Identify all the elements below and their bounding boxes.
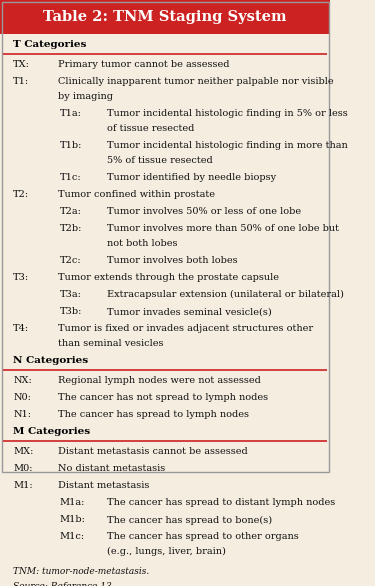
Text: TX:: TX: — [13, 60, 30, 69]
Text: Distant metastasis cannot be assessed: Distant metastasis cannot be assessed — [58, 447, 248, 456]
Text: T Categories: T Categories — [13, 40, 87, 49]
Text: Clinically inapparent tumor neither palpable nor visible: Clinically inapparent tumor neither palp… — [58, 77, 333, 86]
Text: The cancer has spread to bone(s): The cancer has spread to bone(s) — [107, 515, 273, 524]
Text: T1a:: T1a: — [60, 109, 81, 118]
Text: Primary tumor cannot be assessed: Primary tumor cannot be assessed — [58, 60, 230, 69]
Text: M1a:: M1a: — [60, 498, 85, 507]
Text: The cancer has spread to other organs: The cancer has spread to other organs — [107, 533, 299, 541]
Text: The cancer has spread to lymph nodes: The cancer has spread to lymph nodes — [58, 410, 249, 419]
Text: T1c:: T1c: — [60, 173, 81, 182]
Text: T3a:: T3a: — [60, 290, 81, 299]
Text: MX:: MX: — [13, 447, 34, 456]
Text: N1:: N1: — [13, 410, 31, 419]
Text: T3:: T3: — [13, 273, 29, 282]
Text: Tumor confined within prostate: Tumor confined within prostate — [58, 190, 215, 199]
Text: Tumor incidental histologic finding in more than: Tumor incidental histologic finding in m… — [107, 141, 348, 150]
Text: M1c:: M1c: — [60, 533, 85, 541]
Text: The cancer has spread to distant lymph nodes: The cancer has spread to distant lymph n… — [107, 498, 336, 507]
Text: T2c:: T2c: — [60, 256, 81, 265]
FancyBboxPatch shape — [0, 0, 330, 34]
Text: Tumor invades seminal vesicle(s): Tumor invades seminal vesicle(s) — [107, 307, 272, 316]
Text: N0:: N0: — [13, 393, 31, 402]
Text: The cancer has not spread to lymph nodes: The cancer has not spread to lymph nodes — [58, 393, 268, 402]
Text: by imaging: by imaging — [58, 92, 113, 101]
Text: T2a:: T2a: — [60, 207, 81, 216]
Text: Extracapsular extension (unilateral or bilateral): Extracapsular extension (unilateral or b… — [107, 290, 344, 299]
Text: T2b:: T2b: — [60, 224, 82, 233]
Text: of tissue resected: of tissue resected — [107, 124, 195, 133]
Text: T3b:: T3b: — [60, 307, 82, 316]
Text: T2:: T2: — [13, 190, 29, 199]
Text: not both lobes: not both lobes — [107, 239, 178, 248]
Text: Distant metastasis: Distant metastasis — [58, 481, 149, 490]
Text: T1b:: T1b: — [60, 141, 82, 150]
Text: than seminal vesicles: than seminal vesicles — [58, 339, 164, 348]
Text: M0:: M0: — [13, 464, 33, 473]
Text: N Categories: N Categories — [13, 356, 88, 365]
Text: 5% of tissue resected: 5% of tissue resected — [107, 156, 213, 165]
Text: Table 2: TNM Staging System: Table 2: TNM Staging System — [44, 10, 287, 24]
Text: T1:: T1: — [13, 77, 29, 86]
Text: M1b:: M1b: — [60, 515, 86, 524]
Text: Tumor involves 50% or less of one lobe: Tumor involves 50% or less of one lobe — [107, 207, 302, 216]
Text: Tumor incidental histologic finding in 5% or less: Tumor incidental histologic finding in 5… — [107, 109, 348, 118]
Text: (e.g., lungs, liver, brain): (e.g., lungs, liver, brain) — [107, 547, 226, 556]
Text: NX:: NX: — [13, 376, 32, 385]
Text: Tumor extends through the prostate capsule: Tumor extends through the prostate capsu… — [58, 273, 279, 282]
Text: Tumor involves both lobes: Tumor involves both lobes — [107, 256, 238, 265]
Text: T4:: T4: — [13, 324, 29, 333]
Text: Tumor identified by needle biopsy: Tumor identified by needle biopsy — [107, 173, 276, 182]
Text: Regional lymph nodes were not assessed: Regional lymph nodes were not assessed — [58, 376, 261, 385]
Text: No distant metastasis: No distant metastasis — [58, 464, 165, 473]
Text: M Categories: M Categories — [13, 427, 90, 436]
Text: M1:: M1: — [13, 481, 33, 490]
Text: Source: Reference 13.: Source: Reference 13. — [13, 582, 115, 586]
Text: TNM: tumor-node-metastasis.: TNM: tumor-node-metastasis. — [13, 567, 150, 575]
Text: Tumor is fixed or invades adjacent structures other: Tumor is fixed or invades adjacent struc… — [58, 324, 313, 333]
Text: Tumor involves more than 50% of one lobe but: Tumor involves more than 50% of one lobe… — [107, 224, 339, 233]
